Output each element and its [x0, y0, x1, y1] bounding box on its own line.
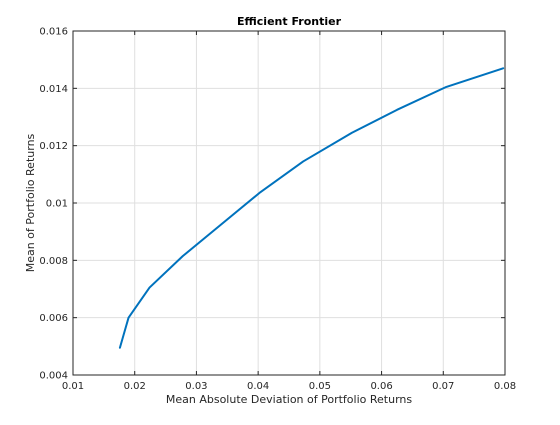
- y-tick-label: 0.004: [39, 371, 68, 382]
- chart-title: Efficient Frontier: [237, 15, 342, 28]
- x-tick-label: 0.06: [370, 381, 392, 392]
- y-tick-label: 0.012: [39, 141, 68, 152]
- x-tick-label: 0.07: [432, 381, 454, 392]
- x-tick-label: 0.03: [185, 381, 207, 392]
- x-tick-label: 0.01: [62, 381, 84, 392]
- y-tick-label: 0.006: [39, 313, 68, 324]
- y-tick-label: 0.01: [46, 199, 68, 210]
- y-tick-label: 0.008: [39, 256, 68, 267]
- x-tick-label: 0.08: [494, 381, 516, 392]
- x-tick-label: 0.04: [247, 381, 269, 392]
- x-tick-label: 0.05: [309, 381, 331, 392]
- y-tick-label: 0.016: [39, 27, 68, 38]
- grid-layer: [73, 31, 505, 375]
- x-tick-label: 0.02: [124, 381, 146, 392]
- series-layer: [120, 68, 503, 348]
- y-axis-label: Mean of Portfolio Returns: [24, 133, 37, 272]
- y-tick-label: 0.014: [39, 84, 68, 95]
- x-axis-label: Mean Absolute Deviation of Portfolio Ret…: [166, 393, 413, 406]
- frontier-series-line: [120, 68, 503, 348]
